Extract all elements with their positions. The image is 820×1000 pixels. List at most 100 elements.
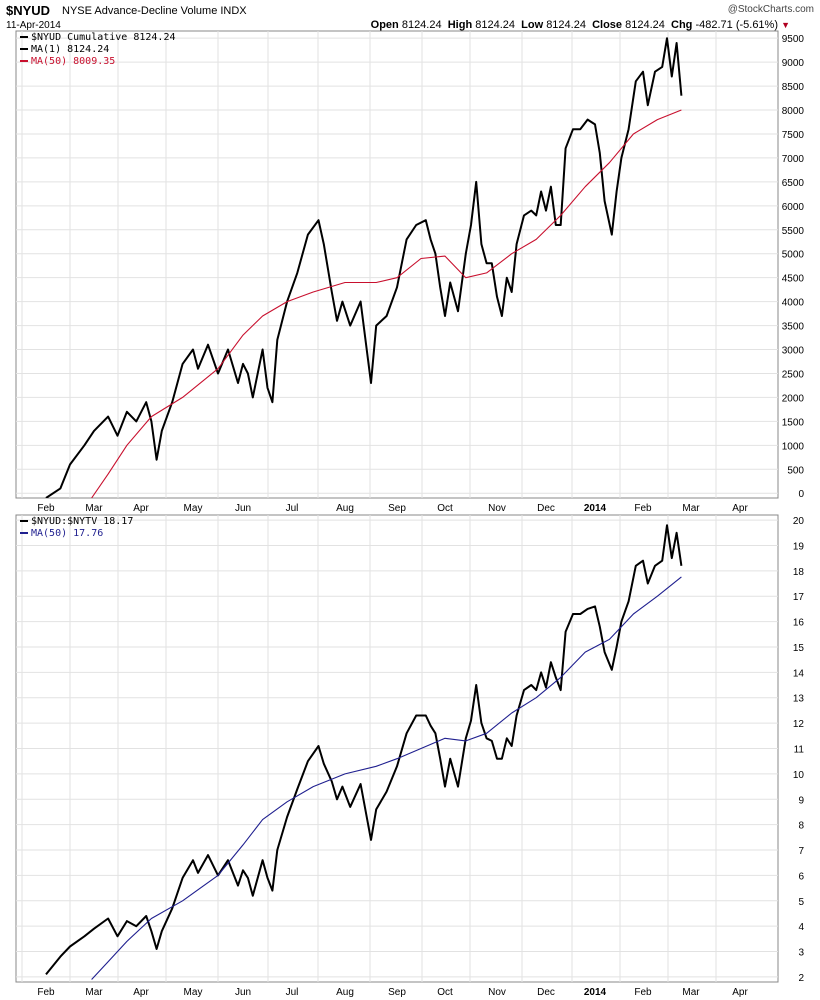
y-tick-label: 11: [794, 745, 805, 756]
x-tick-label: Feb: [37, 987, 55, 998]
y-tick-label: 4000: [782, 298, 805, 309]
x-tick-label: Apr: [133, 503, 149, 514]
y-tick-label: 15: [793, 643, 805, 654]
x-tick-label: 2014: [584, 987, 607, 998]
legend-top: $NYUD Cumulative 8124.24 MA(1) 8124.24 MA(…: [20, 32, 176, 68]
low-value: 8124.24: [546, 19, 586, 31]
y-tick-label: 3500: [782, 322, 805, 333]
open-value: 8124.24: [401, 19, 442, 31]
y-tick-label: 1500: [782, 417, 805, 428]
x-tick-label: Mar: [85, 987, 103, 998]
chg-value: -482.71 (-5.61%): [695, 19, 778, 31]
x-tick-label: Jun: [235, 987, 251, 998]
y-tick-label: 2500: [782, 369, 805, 380]
chg-label: Chg: [671, 19, 693, 31]
y-tick-label: 14: [793, 668, 805, 679]
y-tick-label: 9000: [782, 58, 805, 69]
y-tick-label: 0: [798, 489, 804, 500]
x-tick-label: Mar: [682, 503, 700, 514]
y-tick-label: 5000: [782, 250, 805, 261]
y-tick-label: 7: [798, 846, 804, 857]
legend-entry: MA(50) 8009.35: [20, 56, 176, 68]
chart-date: 11-Apr-2014: [6, 20, 61, 31]
y-tick-label: 1000: [782, 441, 805, 452]
legend-bottom: $NYUD:$NYTV 18.17 MA(50) 17.76: [20, 516, 133, 540]
x-tick-label: Dec: [537, 987, 555, 998]
y-tick-label: 6500: [782, 178, 805, 189]
open-label: Open: [370, 19, 399, 31]
high-value: 8124.24: [475, 19, 515, 31]
x-tick-label: Mar: [85, 503, 103, 514]
y-tick-label: 13: [793, 694, 805, 705]
x-tick-label: Aug: [336, 987, 354, 998]
y-tick-label: 8500: [782, 82, 805, 93]
legend-entry: MA(1) 8124.24: [20, 44, 176, 56]
series-line-1: [45, 37, 683, 498]
legend-swatch: [20, 520, 28, 522]
legend-label: $NYUD Cumulative 8124.24: [31, 32, 176, 43]
legend-swatch: [20, 532, 28, 534]
y-tick-label: 8000: [782, 106, 805, 117]
legend-entry: MA(50) 17.76: [20, 528, 133, 540]
y-tick-label: 10: [793, 770, 805, 781]
y-tick-label: 18: [793, 567, 805, 578]
x-tick-label: Aug: [336, 503, 354, 514]
close-label: Close: [592, 19, 623, 31]
x-tick-label: Nov: [488, 503, 506, 514]
legend-label: MA(1) 8124.24: [31, 44, 110, 55]
x-tick-label: Feb: [634, 987, 652, 998]
x-tick-label: Oct: [437, 503, 453, 514]
y-tick-label: 16: [793, 618, 805, 629]
y-tick-label: 7000: [782, 154, 805, 165]
x-tick-label: Apr: [732, 987, 748, 998]
legend-label: MA(50) 17.76: [31, 528, 104, 539]
y-tick-label: 5500: [782, 226, 805, 237]
x-tick-label: Oct: [437, 987, 453, 998]
x-tick-label: Jul: [286, 987, 299, 998]
x-tick-label: Sep: [388, 987, 406, 998]
y-tick-label: 12: [793, 719, 805, 730]
high-label: High: [447, 19, 473, 31]
down-arrow-icon: ▼: [781, 20, 790, 30]
x-tick-label: Mar: [682, 987, 700, 998]
legend-entry: $NYUD Cumulative 8124.24: [20, 32, 176, 44]
legend-label: MA(50) 8009.35: [31, 56, 116, 67]
series-line-2: [91, 109, 682, 498]
x-tick-label: Feb: [634, 503, 652, 514]
stockcharts-credit: @StockCharts.com: [727, 4, 814, 15]
legend-swatch: [20, 60, 28, 62]
symbol-description: NYSE Advance-Decline Volume INDX: [62, 5, 247, 17]
y-tick-label: 6: [798, 871, 804, 882]
y-tick-label: 9500: [782, 34, 805, 45]
x-tick-label: Feb: [37, 503, 55, 514]
series-line-2: [91, 576, 682, 980]
symbol: $NYUD: [6, 3, 51, 18]
y-tick-label: 9: [798, 795, 804, 806]
y-tick-label: 4: [798, 922, 804, 933]
legend-label: $NYUD:$NYTV 18.17: [31, 516, 134, 527]
y-tick-label: 2: [798, 973, 804, 984]
y-tick-label: 2000: [782, 393, 805, 404]
x-tick-label: Jul: [286, 503, 299, 514]
y-tick-label: 8: [798, 821, 804, 832]
x-tick-label: Sep: [388, 503, 406, 514]
x-tick-label: May: [184, 503, 203, 514]
y-tick-label: 4500: [782, 274, 805, 285]
low-label: Low: [521, 19, 544, 31]
x-tick-label: May: [184, 987, 203, 998]
close-value: 8124.24: [625, 19, 665, 31]
y-tick-label: 17: [793, 592, 805, 603]
x-tick-label: Nov: [488, 987, 506, 998]
y-tick-label: 19: [793, 541, 805, 552]
y-tick-label: 7500: [782, 130, 805, 141]
x-tick-label: 2014: [584, 503, 607, 514]
y-tick-label: 6000: [782, 202, 805, 213]
legend-entry: $NYUD:$NYTV 18.17: [20, 516, 133, 528]
ohlc-readout: Open 8124.24 High 8124.24 Low 8124.24 Cl…: [371, 19, 778, 31]
y-tick-label: 3000: [782, 346, 805, 357]
plot-frame: [15, 30, 779, 499]
y-tick-label: 5: [798, 897, 804, 908]
legend-swatch: [20, 48, 28, 50]
y-tick-label: 20: [793, 516, 805, 527]
